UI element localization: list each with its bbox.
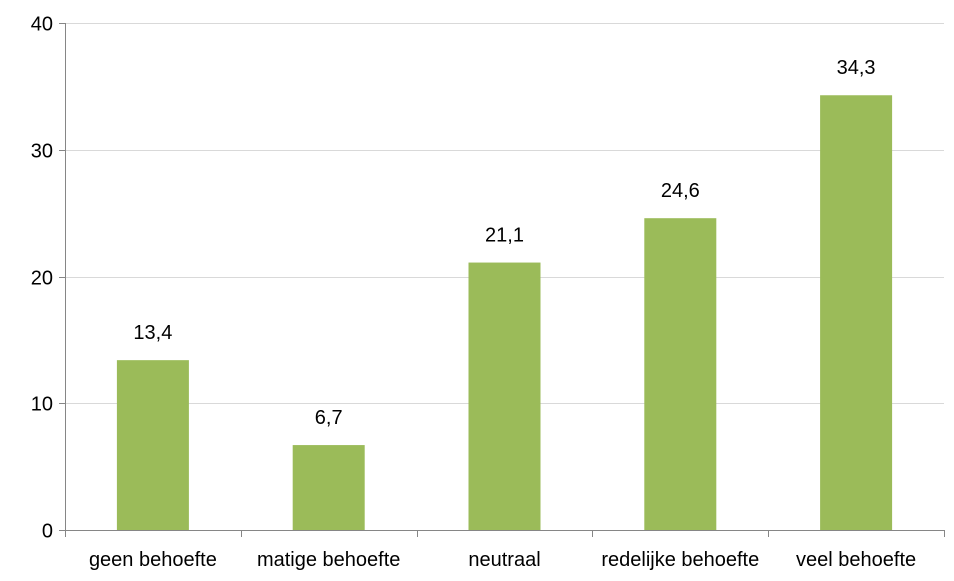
labels: 0 10 20 30 40 13,4 geen behoefte 6,7 matige beho… (31, 14, 916, 572)
data-label: 34,3 (837, 57, 876, 79)
y-tick-label: 40 (31, 14, 53, 36)
axes (59, 23, 945, 537)
bar (468, 262, 541, 530)
y-tick-label: 10 (31, 394, 53, 416)
x-tick-label: veel behoefte (796, 549, 916, 571)
data-label: 21,1 (485, 225, 524, 247)
x-tick-label: neutraal (468, 549, 540, 571)
x-tick-label: redelijke behoefte (601, 549, 759, 571)
bar (820, 95, 893, 530)
y-tick-label: 0 (42, 521, 53, 543)
y-tick-label: 30 (31, 141, 53, 163)
data-label: 24,6 (661, 180, 700, 202)
bar (116, 360, 189, 530)
bar (292, 445, 365, 530)
y-tick-label: 20 (31, 268, 53, 290)
bars (116, 95, 893, 530)
data-label: 13,4 (133, 322, 172, 344)
x-tick-label: matige behoefte (257, 549, 400, 571)
data-label: 6,7 (315, 407, 343, 429)
bar (644, 218, 717, 530)
x-tick-label: geen behoefte (89, 549, 217, 571)
